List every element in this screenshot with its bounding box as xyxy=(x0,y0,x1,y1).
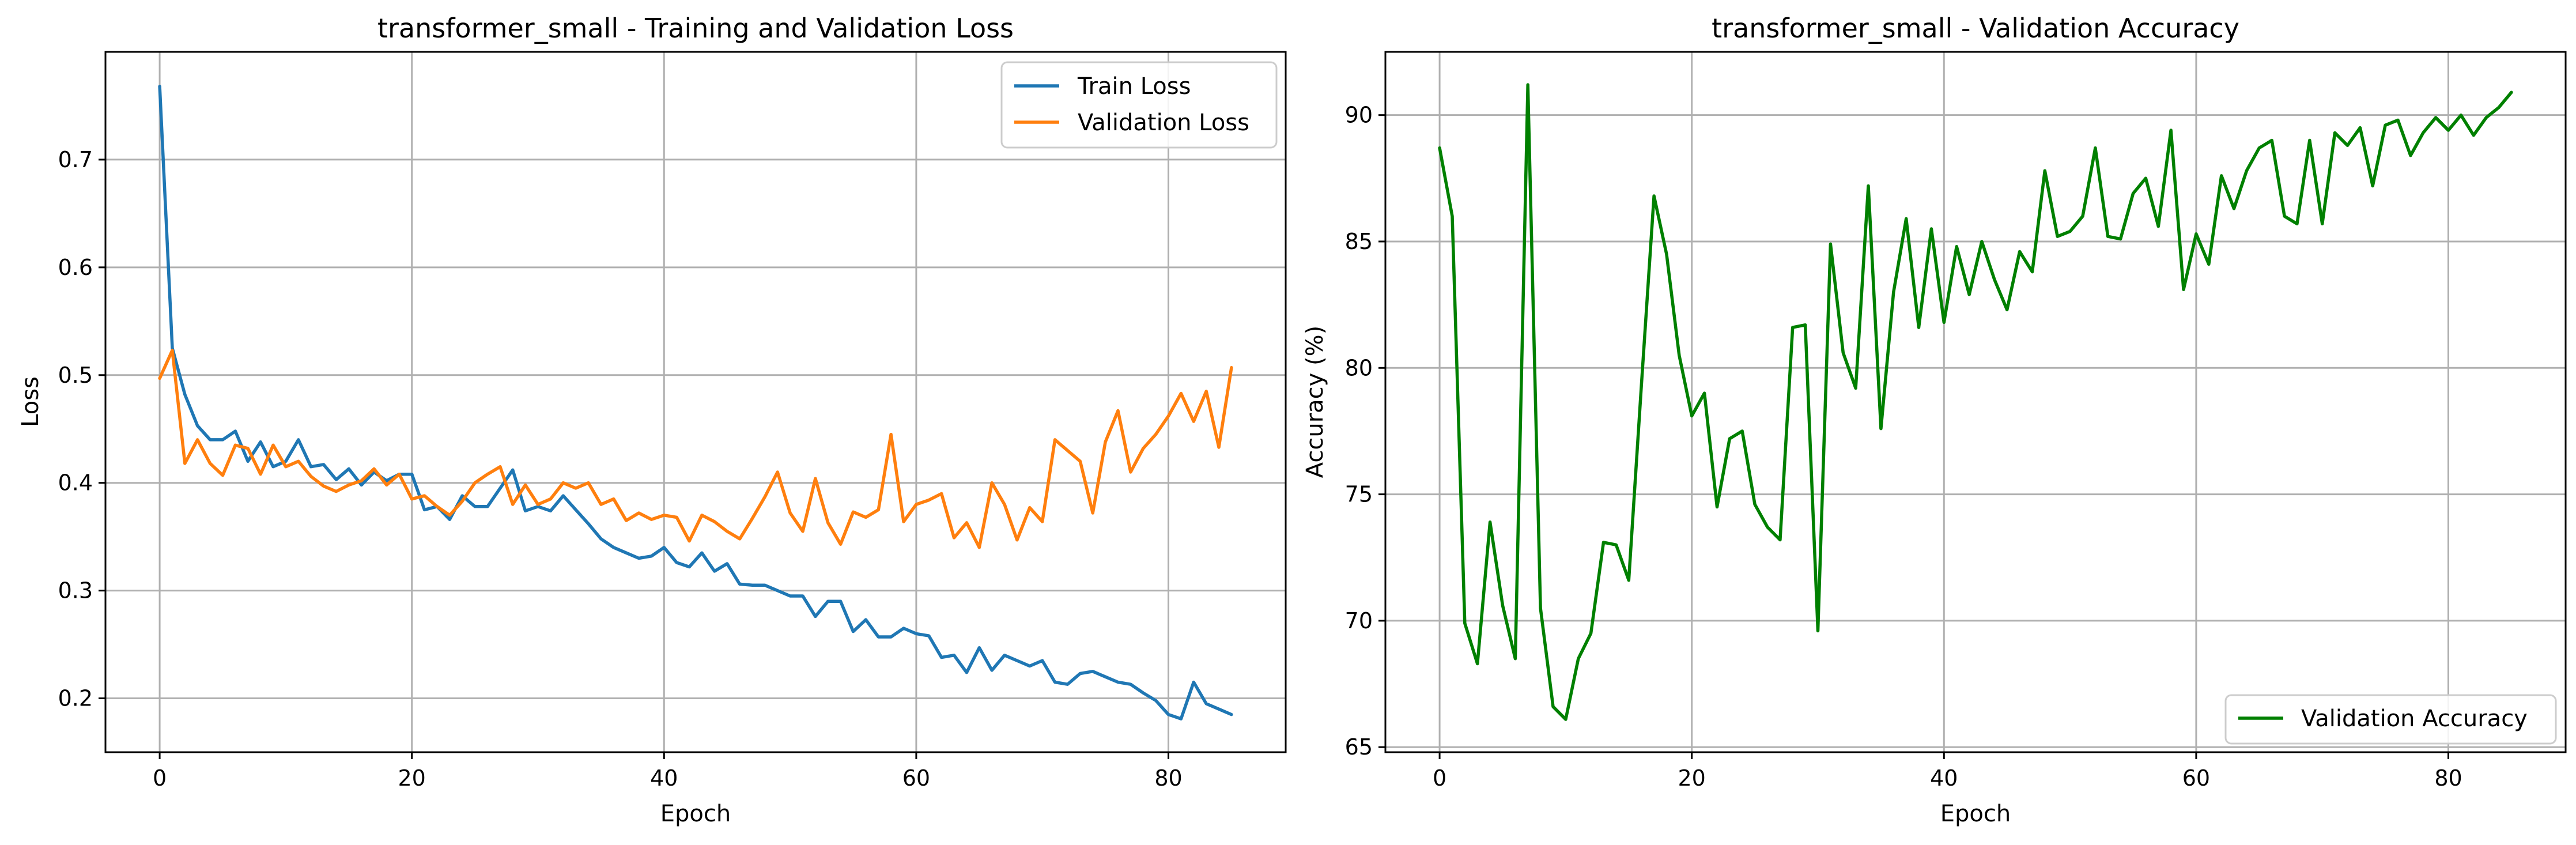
accuracy-y-tick-label: 80 xyxy=(1345,355,1373,380)
accuracy-chart-lines xyxy=(1438,83,2513,721)
accuracy-y-tick-label: 65 xyxy=(1345,734,1373,760)
accuracy-y-tick-label: 70 xyxy=(1345,608,1373,633)
accuracy-y-tick-label: 90 xyxy=(1345,103,1373,128)
loss-chart-title: transformer_small - Training and Validat… xyxy=(377,13,1014,44)
accuracy-chart-frame xyxy=(1384,51,2567,753)
loss-legend-box xyxy=(1000,61,1278,149)
accuracy-chart: transformer_small - Validation Accuracy … xyxy=(1302,13,2567,827)
loss-chart-lines xyxy=(158,85,1233,720)
accuracy-chart-legend: Validation Accuracy xyxy=(2224,694,2557,745)
validation-accuracy-legend-label: Validation Accuracy xyxy=(2301,706,2528,732)
loss-chart-xlabel: Epoch xyxy=(660,801,731,827)
accuracy-x-tick-label: 80 xyxy=(2434,765,2462,791)
loss-chart-grid xyxy=(105,52,1286,752)
loss-x-tick-label: 80 xyxy=(1154,765,1182,791)
accuracy-chart-ylabel: Accuracy (%) xyxy=(1302,326,1328,478)
loss-chart-ylabel: Loss xyxy=(17,376,44,427)
validation-accuracy-line xyxy=(1438,83,2513,721)
accuracy-chart-grid xyxy=(1385,52,2566,752)
accuracy-chart-ticks: 0 20 40 60 80 65 70 75 80 85 90 xyxy=(1345,103,2462,791)
loss-y-tick-label: 0.3 xyxy=(58,578,93,603)
validation-loss-legend-label: Validation Loss xyxy=(1078,110,1249,136)
loss-x-tick-label: 60 xyxy=(902,765,930,791)
loss-x-tick-label: 0 xyxy=(153,765,167,791)
accuracy-y-tick-label: 75 xyxy=(1345,482,1373,507)
loss-y-tick-label: 0.5 xyxy=(58,363,93,388)
loss-chart-frame xyxy=(104,51,1287,753)
accuracy-x-tick-label: 40 xyxy=(1930,765,1958,791)
accuracy-x-tick-label: 0 xyxy=(1433,765,1446,791)
loss-y-tick-label: 0.7 xyxy=(58,147,93,172)
loss-y-tick-label: 0.2 xyxy=(58,686,93,711)
accuracy-legend-box xyxy=(2224,694,2557,745)
accuracy-x-tick-label: 60 xyxy=(2182,765,2210,791)
loss-x-tick-label: 20 xyxy=(398,765,426,791)
accuracy-chart-xlabel: Epoch xyxy=(1940,801,2011,827)
accuracy-x-tick-label: 20 xyxy=(1678,765,1706,791)
loss-y-tick-label: 0.4 xyxy=(58,470,93,496)
train-loss-line xyxy=(158,85,1233,720)
loss-chart-legend: Train Loss Validation Loss xyxy=(1000,61,1278,149)
loss-chart: transformer_small - Training and Validat… xyxy=(17,13,1287,827)
train-loss-legend-label: Train Loss xyxy=(1077,73,1191,100)
loss-x-tick-label: 40 xyxy=(650,765,678,791)
accuracy-chart-title: transformer_small - Validation Accuracy xyxy=(1712,13,2239,44)
validation-loss-line xyxy=(158,349,1233,549)
loss-y-tick-label: 0.6 xyxy=(58,255,93,280)
accuracy-y-tick-label: 85 xyxy=(1345,229,1373,254)
loss-chart-ticks: 0 20 40 60 80 0.2 0.3 0.4 0.5 0.6 0.7 xyxy=(58,147,1183,791)
